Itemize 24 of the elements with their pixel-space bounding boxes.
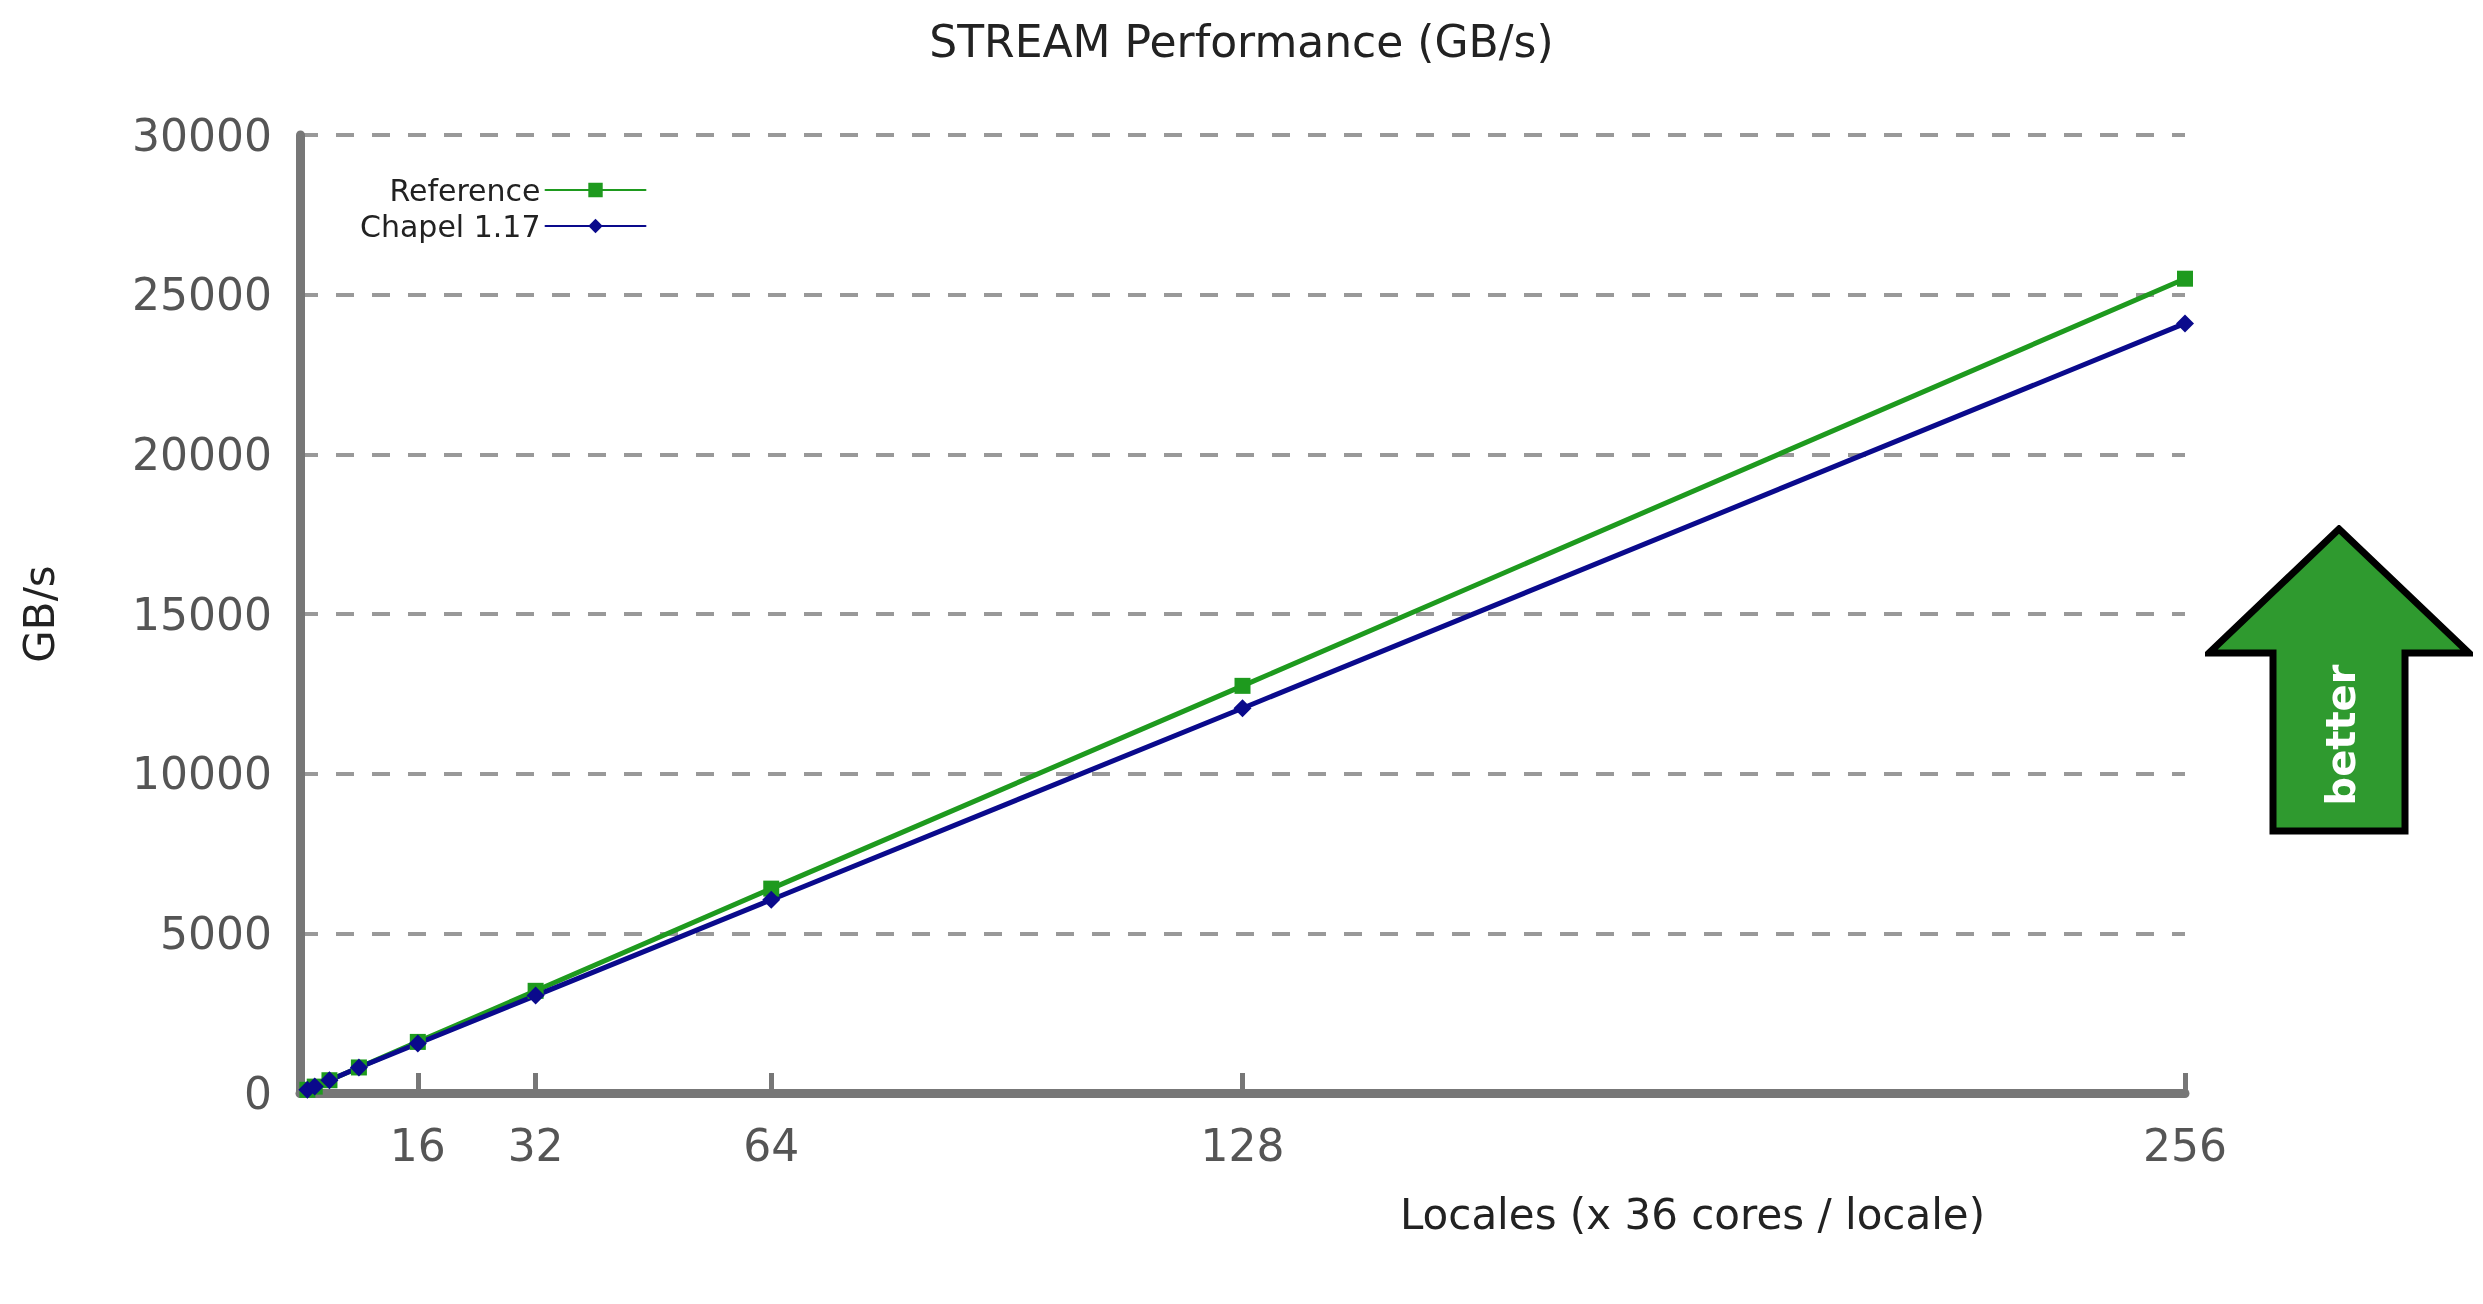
x-tick-label: 64	[743, 1119, 800, 1171]
x-axis-title: Locales (x 36 cores / locale)	[1399, 1189, 1986, 1239]
x-tick-label: 256	[2143, 1119, 2227, 1171]
x-tick-label: 32	[507, 1119, 564, 1171]
x-tick-label: 16	[389, 1119, 446, 1171]
point	[1233, 699, 1252, 718]
y-tick-label: 15000	[132, 588, 272, 640]
y-tick-label: 5000	[160, 907, 272, 959]
arrow-icon: better	[2205, 525, 2473, 835]
legend-label: Chapel 1.17	[360, 208, 541, 244]
y-tick-label: 10000	[132, 748, 272, 800]
y-tick-label: 30000	[132, 109, 272, 161]
legend-label: Reference	[389, 172, 541, 208]
y-tick-label: 0	[244, 1067, 272, 1119]
chart-title: STREAM Performance (GB/s)	[929, 15, 1554, 67]
point	[2176, 314, 2194, 333]
point	[762, 890, 781, 909]
y-axis-title: GB/s	[14, 565, 64, 663]
y-tick-label: 20000	[132, 428, 272, 480]
y-tick-label: 25000	[132, 269, 272, 321]
point	[2177, 270, 2193, 287]
point	[526, 986, 545, 1005]
x-tick-label: 128	[1200, 1119, 1285, 1171]
point	[1234, 677, 1251, 694]
